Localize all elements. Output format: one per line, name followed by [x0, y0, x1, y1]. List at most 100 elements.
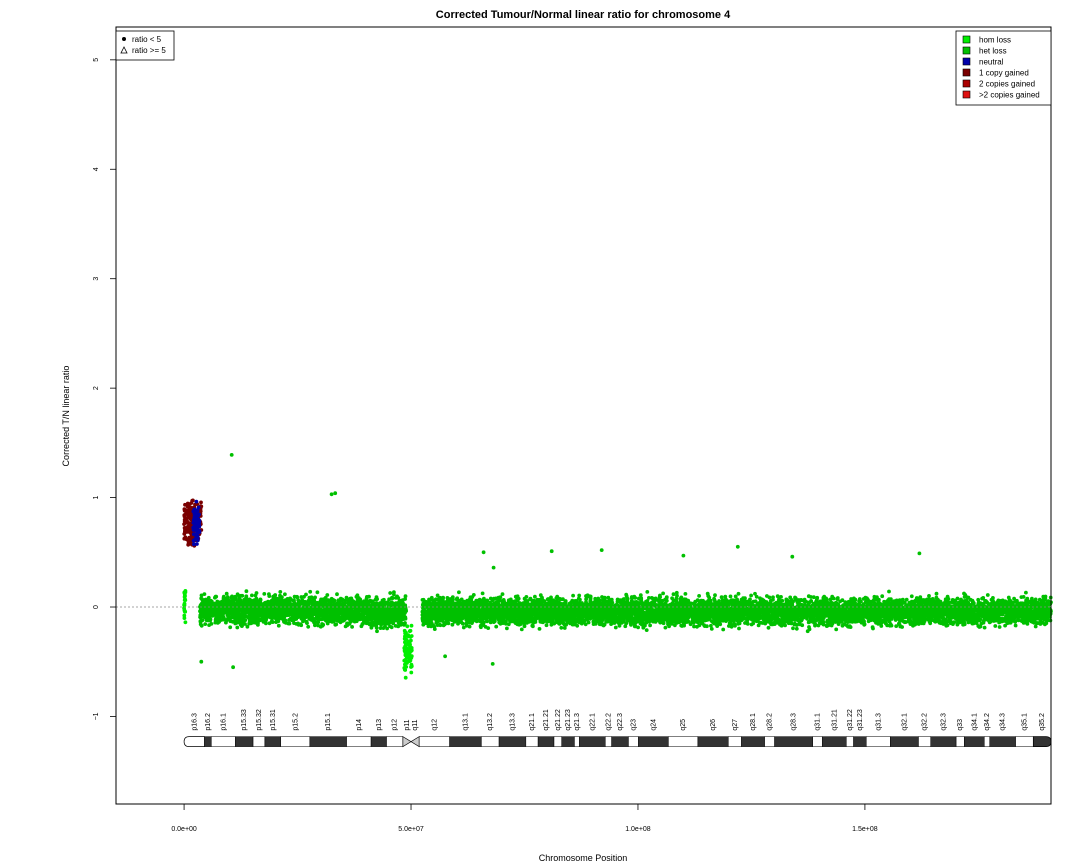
point-het-loss — [307, 617, 312, 621]
point-het-loss — [313, 623, 317, 628]
point-het-loss — [264, 621, 268, 626]
point-het-loss — [325, 593, 330, 597]
point-het-loss — [397, 602, 401, 607]
point-het-loss — [198, 615, 203, 619]
point-het-loss — [370, 620, 375, 625]
point-het-loss — [374, 595, 379, 599]
point-het-loss — [249, 598, 254, 603]
point-het-loss — [381, 599, 386, 604]
point-het-loss — [266, 599, 270, 604]
point-het-loss — [928, 621, 933, 626]
point-het-loss — [261, 618, 265, 623]
point-het-loss — [321, 604, 326, 608]
point-het-loss — [318, 611, 323, 615]
point-het-loss — [674, 590, 679, 595]
point-het-loss — [353, 618, 358, 622]
point-het-loss — [402, 616, 407, 621]
point-het-loss — [758, 596, 762, 601]
point-het-loss — [299, 623, 304, 628]
point-het-loss — [262, 592, 267, 596]
point-het-loss — [349, 605, 354, 610]
point-het-loss — [320, 623, 325, 628]
point-het-loss — [295, 595, 300, 600]
point-het-loss — [252, 619, 257, 624]
point-het-loss — [295, 613, 300, 618]
point-het-loss — [391, 620, 396, 625]
point-het-loss — [934, 591, 939, 596]
point-het-loss — [329, 619, 334, 624]
point-het-loss — [321, 598, 326, 603]
point-het-loss — [835, 596, 840, 600]
point-het-loss — [794, 626, 799, 631]
point-het-loss — [208, 617, 213, 622]
point-het-loss — [228, 611, 233, 616]
point-het-loss — [209, 599, 214, 604]
point-het-loss — [235, 625, 240, 630]
point-het-loss — [388, 591, 393, 595]
point-het-loss — [571, 593, 575, 598]
point-het-loss — [374, 625, 379, 630]
point-het-loss — [736, 591, 741, 596]
point-het-loss — [224, 591, 229, 596]
point-het-loss — [887, 589, 891, 594]
point-het-loss — [219, 607, 224, 612]
point-het-loss — [250, 593, 254, 598]
point-het-loss — [210, 607, 214, 611]
point-het-loss — [343, 616, 348, 621]
point-het-loss — [395, 594, 399, 599]
point-het-loss — [201, 601, 205, 606]
point-het-loss — [331, 598, 336, 602]
point-het-loss — [374, 606, 379, 611]
point-het-loss — [388, 614, 392, 618]
point-het-loss — [287, 601, 292, 606]
point-het-loss — [236, 599, 241, 603]
point-het-loss — [291, 598, 296, 603]
point-het-loss — [242, 612, 247, 617]
point-het-loss — [225, 597, 230, 602]
point-het-loss — [381, 611, 386, 615]
point-het-loss — [255, 610, 259, 614]
point-het-loss — [201, 607, 206, 612]
point-het-loss — [375, 629, 379, 634]
point-het-loss — [224, 620, 228, 625]
point-het-loss — [214, 594, 219, 599]
point-het-loss — [289, 618, 294, 623]
point-het-loss — [240, 593, 245, 598]
point-het-loss — [380, 616, 384, 621]
point-het-loss — [274, 607, 279, 612]
point-het-loss — [316, 617, 320, 621]
point-het-loss — [286, 621, 291, 626]
point-het-loss — [282, 619, 286, 624]
point-het-loss — [918, 595, 923, 600]
point-het-loss — [343, 624, 348, 629]
point-het-loss — [265, 614, 270, 619]
point-het-loss — [245, 624, 250, 629]
point-het-loss — [457, 590, 461, 595]
point-het-loss — [287, 598, 292, 602]
point-het-loss — [355, 597, 360, 601]
point-het-loss — [241, 607, 246, 611]
point-het-loss — [559, 625, 564, 630]
point-het-loss — [369, 625, 374, 630]
point-het-loss — [239, 620, 244, 624]
point-het-loss — [335, 592, 339, 597]
point-het-loss — [273, 601, 277, 606]
point-het-loss — [461, 625, 466, 630]
point-het-loss — [283, 592, 287, 597]
point-het-loss — [671, 592, 676, 597]
point-het-loss — [401, 607, 406, 612]
point-het-loss — [231, 595, 235, 600]
point-het-loss — [251, 608, 255, 613]
point-het-loss — [304, 609, 309, 614]
point-het-loss — [346, 598, 351, 603]
point-het-loss — [354, 612, 359, 617]
point-het-loss — [215, 617, 219, 622]
point-het-loss — [323, 612, 328, 617]
point-het-loss — [296, 621, 300, 626]
point-het-loss — [280, 598, 284, 603]
point-het-loss — [278, 593, 282, 598]
point-het-loss — [335, 605, 340, 610]
point-het-loss — [350, 612, 354, 617]
point-het-loss — [368, 618, 372, 622]
point-het-loss — [256, 623, 260, 627]
